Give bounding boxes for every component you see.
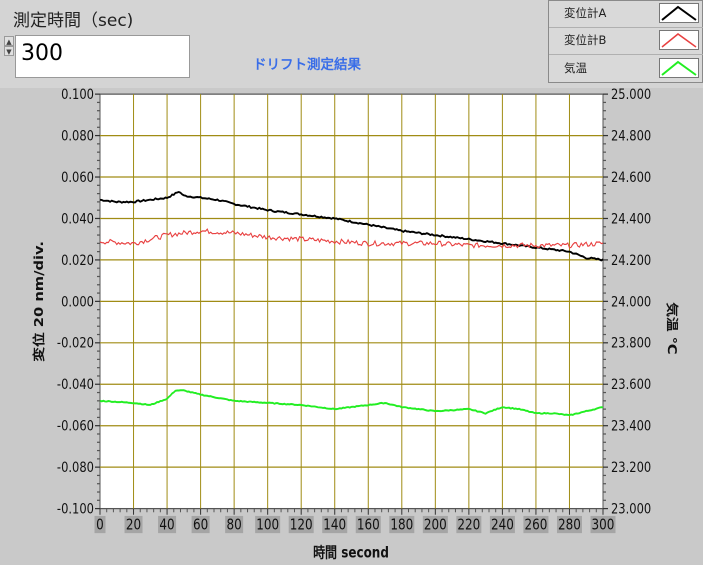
y-tick-label: -0.020: [57, 336, 94, 352]
y-tick-label: 0.020: [61, 253, 94, 269]
x-tick-label: 280: [558, 517, 581, 533]
y-tick-label: -0.100: [57, 501, 94, 517]
y2-tick-label: 24.800: [611, 128, 651, 144]
legend-label: 気温: [564, 61, 587, 75]
series-line-3: [99, 389, 604, 417]
y-tick-label: 0.000: [61, 294, 94, 310]
y2-tick-label: 23.600: [611, 377, 651, 393]
line-style-icon[interactable]: [659, 30, 699, 50]
x-tick-label: 80: [227, 517, 242, 533]
y-tick-label: -0.040: [57, 377, 94, 393]
y-tick-label: -0.080: [57, 460, 94, 476]
legend-item-b[interactable]: 変位計B: [549, 28, 703, 52]
control-panel: 測定時間（sec) ▲ ▼ 300 ドリフト測定結果 変位計A 変位計B 気温: [0, 0, 703, 88]
x-tick-label: 220: [457, 517, 480, 533]
grid-lines: [100, 94, 603, 509]
x-tick-label: 20: [126, 517, 141, 533]
y-tick-label: 0.100: [61, 88, 94, 103]
legend-item-a[interactable]: 変位計A: [549, 1, 703, 25]
y-tick-label: 0.040: [61, 211, 94, 227]
measure-time-input[interactable]: 300: [15, 35, 190, 78]
y2-tick-label: 23.200: [611, 460, 651, 476]
x-tick-label: 200: [424, 517, 447, 533]
y-axis-label: 変位 20 nm/div.: [31, 241, 46, 362]
measure-time-label: 測定時間（sec): [13, 11, 134, 31]
x-tick-label: 40: [159, 517, 174, 533]
line-style-icon[interactable]: [659, 3, 699, 23]
x-tick-label: 260: [524, 517, 547, 533]
drift-chart: 0 20 40 60 80 100 120 140 160 180 200 220 240 260 280 3…: [0, 88, 703, 565]
x-tick-label: 240: [491, 517, 514, 533]
x-tick-label: 180: [390, 517, 413, 533]
y2-tick-label: 25.000: [611, 88, 651, 103]
y2-tick-label: 23.000: [611, 501, 651, 517]
y-tick-label: -0.060: [57, 419, 94, 435]
legend-label: 変位計B: [564, 33, 607, 47]
y-axis-right: 25.000 24.800 24.600 24.400 24.200 24.000 23.8…: [603, 88, 651, 518]
y2-tick-label: 24.200: [611, 253, 651, 269]
x-tick-label: 140: [323, 517, 346, 533]
x-tick-label: 160: [357, 517, 380, 533]
y2-tick-label: 23.400: [611, 419, 651, 435]
y-tick-label: 0.080: [61, 128, 94, 144]
x-tick-label: 100: [256, 517, 279, 533]
line-style-icon[interactable]: [659, 58, 699, 78]
x-tick-label: 60: [193, 517, 208, 533]
graph-title: ドリフト測定結果: [253, 57, 361, 73]
y2-tick-label: 23.800: [611, 336, 651, 352]
y2-tick-label: 24.600: [611, 170, 651, 186]
legend-label: 変位計A: [564, 6, 607, 20]
y-tick-label: 0.060: [61, 170, 94, 186]
x-tick-label: 0: [96, 517, 104, 533]
plot-legend: 変位計A 変位計B 気温: [548, 0, 703, 83]
y2-tick-label: 24.400: [611, 211, 651, 227]
measure-time-spinner[interactable]: ▲ ▼: [4, 36, 14, 58]
y2-tick-label: 24.000: [611, 294, 651, 310]
x-tick-label: 300: [592, 517, 615, 533]
series-line-2: [99, 228, 604, 249]
series-lines: [99, 190, 604, 417]
legend-item-temp[interactable]: 気温: [549, 56, 703, 80]
x-axis-label: 時間 second: [313, 543, 389, 562]
y2-axis-label: 気温 ℃: [664, 302, 679, 354]
decrement-arrow-icon[interactable]: ▼: [4, 46, 14, 56]
increment-arrow-icon[interactable]: ▲: [4, 36, 14, 46]
x-tick-label: 120: [290, 517, 313, 533]
